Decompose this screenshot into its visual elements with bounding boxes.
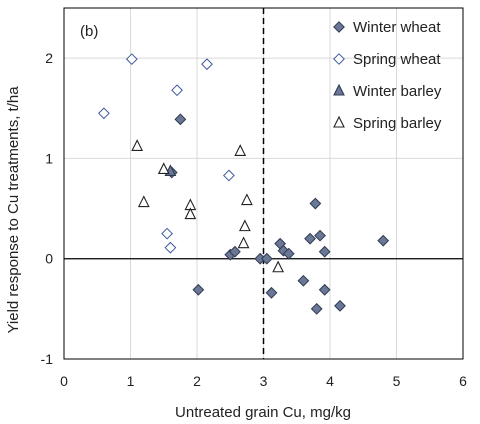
winter-wheat-point — [377, 234, 390, 247]
spring-barley-point — [234, 144, 247, 156]
panel-label: (b) — [80, 23, 98, 40]
legend-label: Winter barley — [353, 83, 442, 100]
legend-label: Winter wheat — [353, 19, 441, 36]
plot-border — [63, 7, 464, 360]
legend-marker — [333, 115, 345, 128]
spring-barley-point — [137, 195, 150, 208]
spring-barley-point — [237, 236, 250, 249]
data-points — [97, 53, 390, 315]
winter-wheat-point — [282, 247, 295, 260]
legend-label: Spring wheat — [353, 51, 441, 68]
winter-wheat-point — [314, 229, 326, 242]
legend-marker — [333, 21, 345, 33]
winter-wheat-point — [192, 283, 205, 296]
x-tick-label: 3 — [260, 373, 268, 389]
spring-barley-point — [184, 207, 197, 220]
spring-barley-point — [240, 193, 253, 206]
winter-wheat-point — [318, 283, 331, 296]
spring-wheat-point — [164, 241, 177, 254]
y-tick-label: 1 — [45, 150, 53, 166]
x-axis-title: Untreated grain Cu, mg/kg — [175, 404, 351, 421]
winter-wheat-point — [174, 113, 187, 126]
legend: Winter wheat Spring wheat Winter barley Spr… — [333, 19, 442, 132]
spring-wheat-point — [223, 169, 235, 182]
x-tick-label: 0 — [60, 373, 68, 389]
winter-wheat-point — [260, 252, 273, 265]
spring-wheat-point — [125, 53, 138, 66]
spring-barley-point — [131, 139, 144, 151]
y-tick-label: 0 — [45, 251, 53, 267]
spring-wheat-point — [97, 107, 110, 120]
spring-wheat-point — [161, 227, 173, 240]
spring-wheat-point — [201, 58, 213, 71]
spring-barley-point — [272, 260, 285, 273]
spring-wheat-point — [171, 84, 183, 97]
winter-wheat-point — [318, 245, 331, 258]
winter-wheat-point — [310, 302, 323, 315]
x-tick-label: 5 — [393, 373, 401, 389]
y-axis-title: Yield response to Cu treatments, t/ha — [5, 86, 22, 334]
y-tick-label: -1 — [41, 351, 54, 367]
tick-labels: 0 1 2 3 4 5 6 -1 0 1 2 — [41, 50, 468, 389]
legend-marker — [333, 83, 345, 96]
x-tick-label: 4 — [326, 373, 334, 389]
x-tick-label: 2 — [193, 373, 201, 389]
winter-wheat-point — [228, 245, 241, 258]
x-tick-label: 6 — [459, 373, 467, 389]
x-tick-label: 1 — [127, 373, 135, 389]
spring-barley-point — [238, 219, 251, 232]
y-tick-label: 2 — [45, 50, 53, 66]
winter-wheat-point — [265, 286, 278, 299]
winter-wheat-point — [334, 299, 346, 312]
spring-barley-point — [157, 162, 170, 175]
winter-wheat-point — [297, 274, 310, 287]
winter-wheat-point — [304, 232, 316, 245]
legend-marker — [333, 53, 345, 65]
winter-wheat-point — [309, 197, 322, 210]
legend-label: Spring barley — [353, 115, 442, 132]
